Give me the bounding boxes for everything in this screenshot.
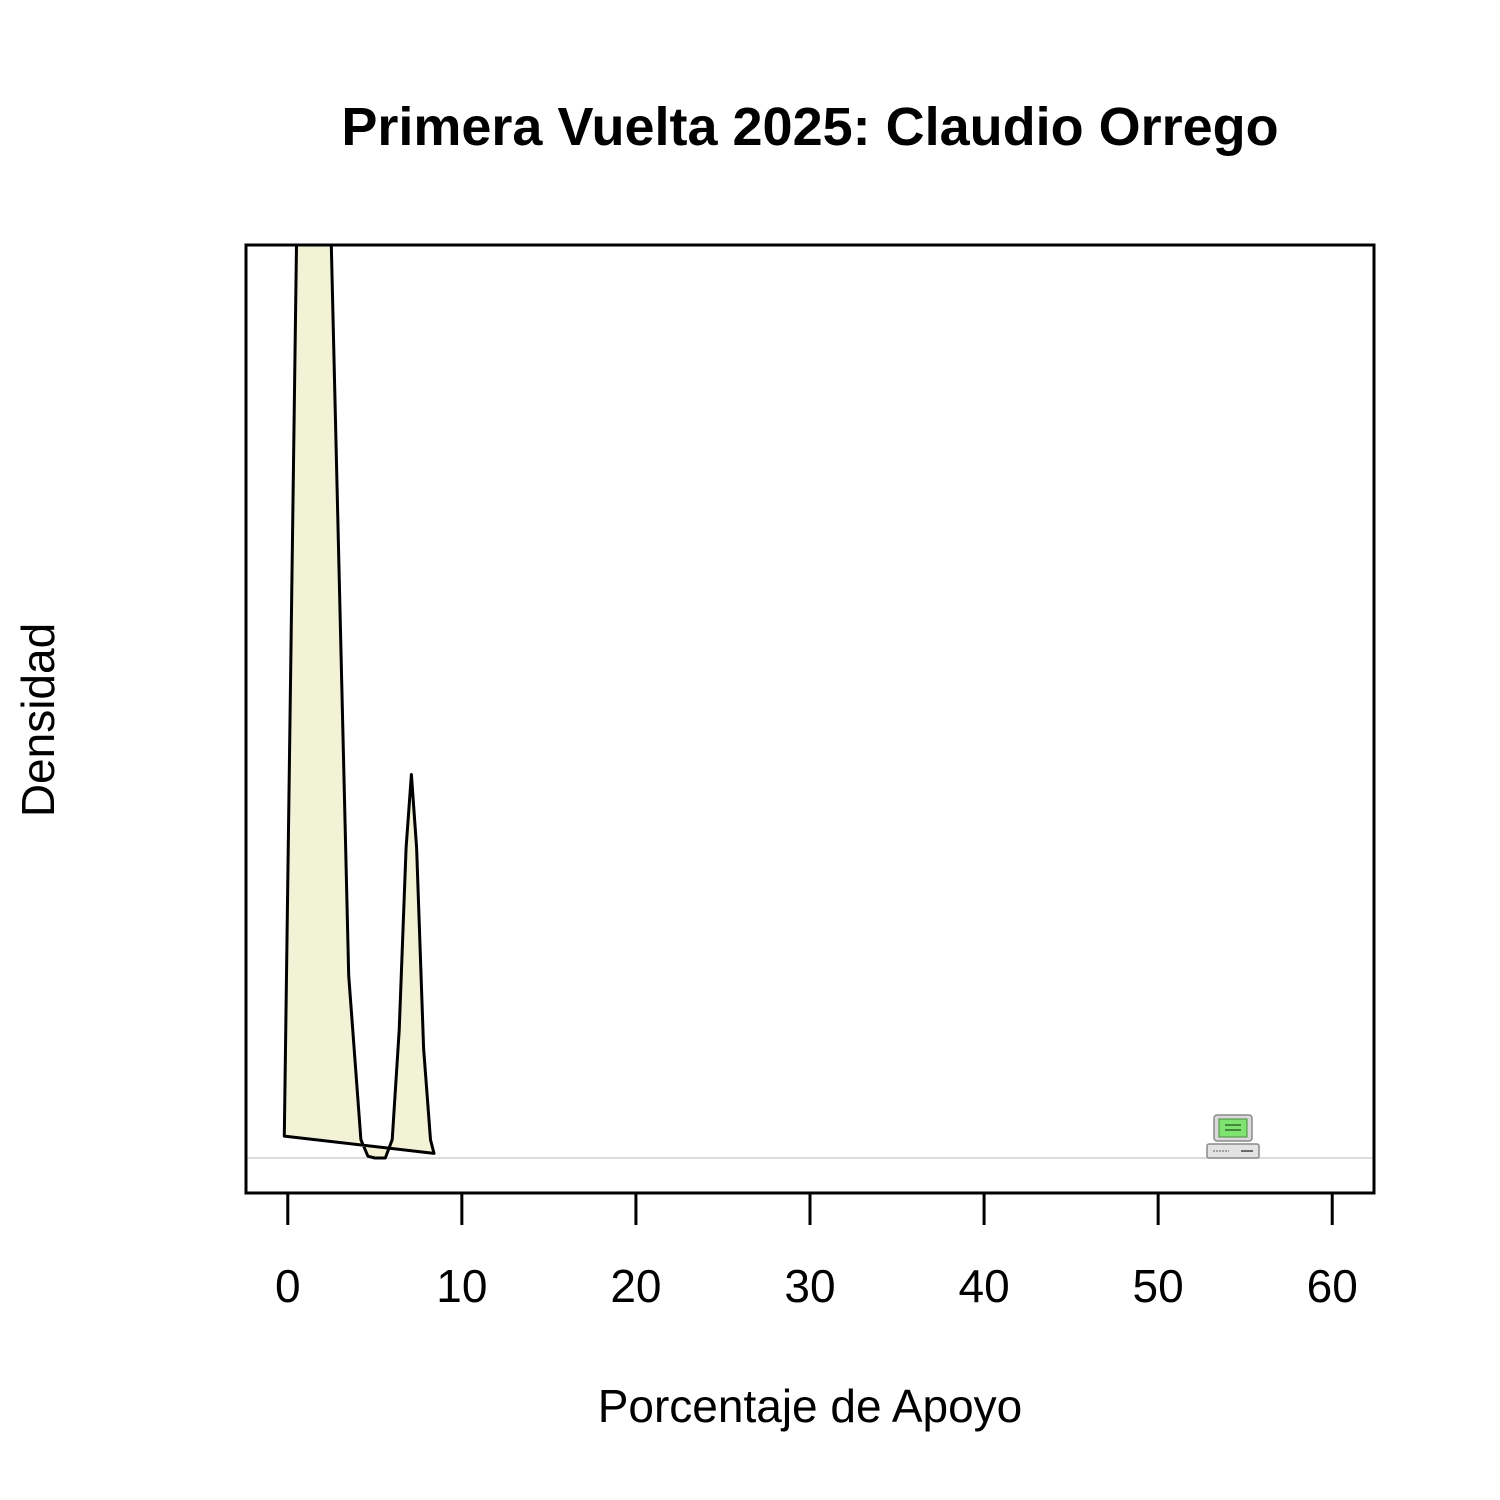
x-tick-label: 60 — [1307, 1260, 1358, 1312]
x-axis-label: Porcentaje de Apoyo — [598, 1380, 1023, 1432]
x-tick-label: 10 — [436, 1260, 487, 1312]
chart-title: Primera Vuelta 2025: Claudio Orrego — [341, 97, 1278, 157]
x-tick-label: 0 — [275, 1260, 301, 1312]
y-axis-label: Densidad — [12, 623, 64, 817]
x-tick-label: 50 — [1133, 1260, 1184, 1312]
x-axis: 0 10 20 30 40 50 60 — [275, 1191, 1358, 1312]
x-tick-label: 40 — [958, 1260, 1009, 1312]
plot-area — [244, 243, 1376, 1195]
computer-icon — [1206, 1114, 1260, 1159]
x-tick-label: 30 — [784, 1260, 835, 1312]
x-tick-label: 20 — [610, 1260, 661, 1312]
density-area — [282, 243, 436, 1160]
